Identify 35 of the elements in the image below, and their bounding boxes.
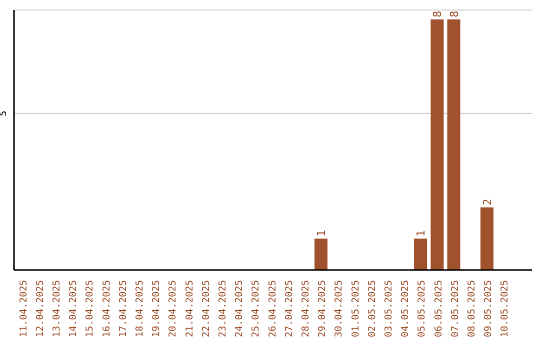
x-tick-label: 10.05.2025 xyxy=(500,280,511,338)
x-tick-label: 11.04.2025 xyxy=(18,280,30,338)
data-label: 1 xyxy=(314,230,328,237)
x-tick-label: 25.04.2025 xyxy=(250,280,262,338)
data-label: 1 xyxy=(414,230,428,237)
x-tick-label: 02.05.2025 xyxy=(366,280,378,338)
x-tick-label: 04.05.2025 xyxy=(400,280,412,338)
data-label: 2 xyxy=(480,198,494,206)
x-tick-label: 01.05.2025 xyxy=(350,280,362,338)
x-tick-label: 21.04.2025 xyxy=(184,280,196,338)
x-tick-label: 03.05.2025 xyxy=(384,280,394,338)
x-tick-label: 26.04.2025 xyxy=(267,280,278,338)
x-tick-label: 30.04.2025 xyxy=(334,280,345,338)
x-tick-label: 13.04.2025 xyxy=(52,280,62,338)
x-tick-label: 29.04.2025 xyxy=(317,280,328,338)
x-tick-label: 08.05.2025 xyxy=(466,280,478,338)
x-tick-label: 07.05.2025 xyxy=(450,280,461,338)
x-tick-label: 18.04.2025 xyxy=(134,280,146,338)
x-tick-label: 09.05.2025 xyxy=(483,280,494,338)
x-tick-label: 19.04.2025 xyxy=(151,280,162,338)
x-tick-label: 23.04.2025 xyxy=(218,280,228,338)
x-tick-label: 20.04.2025 xyxy=(168,280,179,338)
x-tick-label: 06.05.2025 xyxy=(433,280,444,338)
x-tick-label: 22.04.2025 xyxy=(200,280,212,338)
x-tick-label: 15.04.2025 xyxy=(84,280,96,338)
data-label: 8 xyxy=(431,10,444,18)
x-tick-label: 05.05.2025 xyxy=(416,280,428,338)
x-tick-label: 14.04.2025 xyxy=(68,280,80,338)
x-tick-label: 27.04.2025 xyxy=(284,280,295,338)
x-tick-label: 16.04.2025 xyxy=(101,280,112,338)
data-label: 8 xyxy=(448,10,461,18)
x-tick-label: 12.04.2025 xyxy=(34,280,46,338)
x-tick-label: 24.04.2025 xyxy=(234,280,246,338)
x-tick-label: 17.04.2025 xyxy=(118,280,129,338)
x-tick-label: 28.04.2025 xyxy=(300,280,312,338)
